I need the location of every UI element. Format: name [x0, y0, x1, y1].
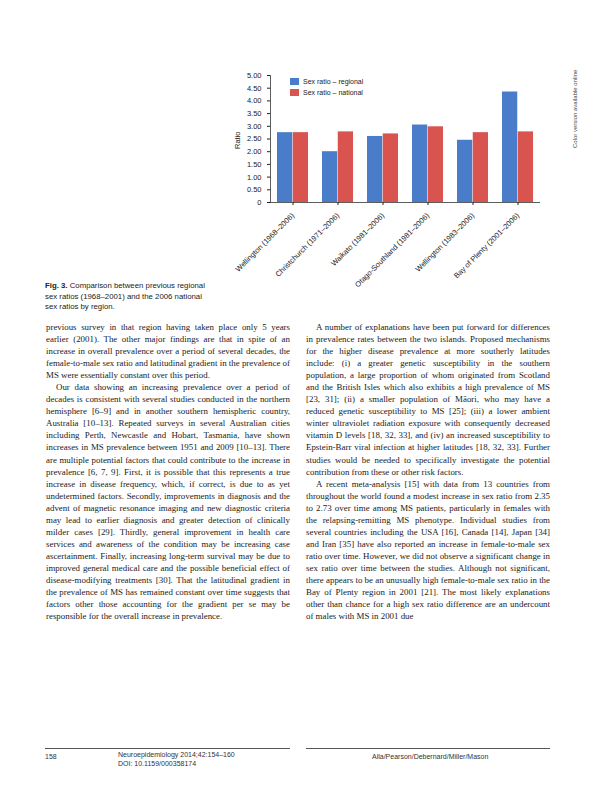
svg-text:2.00: 2.00 [247, 147, 262, 156]
html-text:DOI: 10.1159/000358174: DOI: 10.1159/000358174 [118, 760, 197, 767]
svg-text:4.00: 4.00 [247, 96, 262, 105]
svg-text:3.50: 3.50 [247, 109, 262, 118]
svg-text:3.00: 3.00 [247, 122, 262, 131]
svg-text:0: 0 [257, 198, 261, 207]
svg-text:2.50: 2.50 [247, 134, 262, 143]
html-text:Neuroepidemiology 2014;42:154–: Neuroepidemiology 2014;42:154–160 [118, 751, 235, 758]
html-text:158: 158 [45, 753, 57, 760]
html-text:Sex ratio – regional: Sex ratio – regional [303, 78, 364, 85]
html-text:Fig. 3. Comparison between pre: Fig. 3. Comparison between previous regi… [45, 281, 205, 311]
svg-text:0.50: 0.50 [247, 185, 262, 194]
html-text:A number of explanations have: A number of explanations have been put f… [306, 322, 550, 477]
svg-text:Otago-Southland (1981–2006): Otago-Southland (1981–2006) [353, 211, 431, 289]
svg-text:Bay of Plenty (2001–2006): Bay of Plenty (2001–2006) [452, 211, 522, 281]
svg-text:Waikato (1981–2006): Waikato (1981–2006) [329, 211, 387, 268]
html-text:Color version available online: Color version available online [572, 69, 578, 148]
html-text:Our data showing an increasing: Our data showing an increasing prevalenc… [46, 382, 290, 622]
html-text:Ratio: Ratio [233, 131, 242, 149]
html-text:Alla/Pearson/Debernard/Miller/: Alla/Pearson/Debernard/Miller/Mason [372, 753, 489, 760]
html-text:Sex ratio – national: Sex ratio – national [303, 89, 363, 96]
svg-text:Wellington (1968–2006): Wellington (1968–2006) [233, 211, 297, 274]
html-text:previous survey in that region: previous survey in that region having ta… [46, 322, 290, 381]
svg-text:1.00: 1.00 [247, 173, 262, 182]
svg-text:Wellington (1983–2006): Wellington (1983–2006) [413, 211, 477, 274]
svg-text:5.00: 5.00 [247, 71, 262, 80]
svg-text:1.50: 1.50 [247, 160, 262, 169]
svg-text:4.50: 4.50 [247, 84, 262, 93]
svg-text:Christchurch (1971–2006): Christchurch (1971–2006) [273, 211, 341, 279]
html-text:A recent meta-analysis [15] wi: A recent meta-analysis [15] with data fr… [306, 478, 550, 622]
